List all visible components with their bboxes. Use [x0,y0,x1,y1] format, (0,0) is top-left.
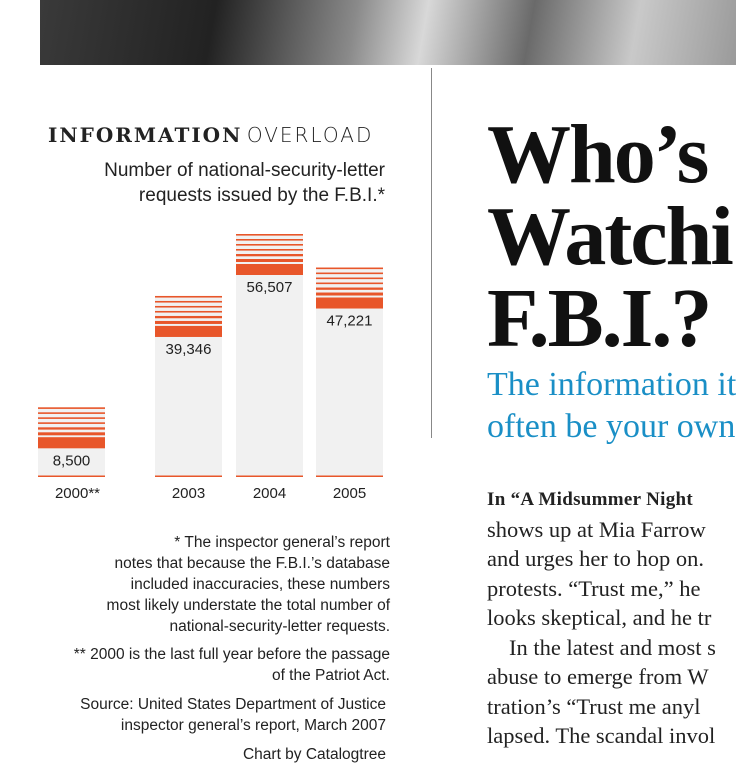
bar-stripe [38,412,105,414]
body-line: and urges her to hop on. [487,546,705,571]
headline-line: Watchi [487,190,734,283]
deck-line: The information it [487,366,736,403]
x-tick-label: 2004 [253,485,286,502]
photo [40,0,736,65]
footnote: * The inspector general’s report notes th… [74,532,390,637]
lead-in: In “A Midsummer Night [487,489,693,510]
x-tick-label: 2003 [172,485,205,502]
deck-line: often be your own [487,408,736,445]
bar-stripe [236,239,303,241]
footnote-line: included inaccuracies, these numbers [130,576,390,593]
bar-stripe [155,305,222,308]
bar-band [316,297,383,309]
footnote-line: inspector general’s report, March 2007 [120,717,386,734]
bar-base [155,475,222,477]
headline-line: F.B.I.? [487,272,712,365]
footnote: Source: United States Department of Just… [74,694,386,736]
bar-stripe [316,272,383,275]
value-label: 47,221 [327,313,373,330]
body-line: lapsed. The scandal invol [487,723,716,748]
bar-band [155,325,222,337]
bar-stripe [316,267,383,270]
bar-stripe [155,315,222,319]
title-bold: INFORMATION [48,123,243,147]
bar-stripe [38,427,105,430]
bar-base [38,475,105,477]
bar-stripe [316,282,383,285]
bar-base [236,475,303,477]
bar-base [316,475,383,477]
headline: Who’s Watchi F.B.I.? [487,108,734,365]
chart-subtitle: Number of national-security-letter reques… [104,158,385,208]
x-tick-label: 2000** [55,485,100,502]
bar-stripe [236,234,303,236]
value-label: 56,507 [247,279,293,296]
bar-stripe [155,320,222,324]
footnote-line: national-security-letter requests. [169,618,390,635]
title-light: OVERLOAD [246,123,374,147]
article-body: In “A Midsummer Night shows up at Mia Far… [487,485,716,751]
footnote-line: Source: United States Department of Just… [80,696,386,713]
bar-stripe [316,277,383,280]
bar-stripe [236,254,303,257]
footnote-line: notes that because the F.B.I.’s database [114,555,390,572]
footnotes: * The inspector general’s report notes th… [74,532,390,773]
bar-band [236,264,303,275]
bar-stripe [38,422,105,424]
body-line: looks skeptical, and he tr [487,605,712,630]
bar-stripe [155,295,222,298]
bar-band [38,437,105,449]
value-label: 39,346 [166,341,212,358]
bar-stripe [236,244,303,246]
subtitle-line: requests issued by the F.B.I.* [138,185,385,206]
subtitle-line: Number of national-security-letter [104,160,385,181]
bar-stripe [38,407,105,409]
chart-title: INFORMATION OVERLOAD [48,123,373,147]
body-line: shows up at Mia Farrow [487,516,706,542]
bar-stripe [316,292,383,296]
footnote-line: ** 2000 is the last full year before the… [73,646,390,663]
bar-stripe [236,249,303,251]
headline-line: Who’s [487,108,709,201]
footnote: ** 2000 is the last full year before the… [74,644,390,686]
bar-stripe [316,287,383,290]
footnote-line: * The inspector general’s report [174,534,390,551]
deck: The information it often be your own [487,364,736,448]
body-line: In the latest and most s [509,634,716,660]
bar-stripe [236,259,303,262]
footnote-line: Chart by Catalogtree [242,746,386,763]
divider [431,68,432,438]
bar-stripe [155,300,222,303]
footnote-line: most likely understate the total number … [106,597,390,614]
bar-stripe [38,417,105,419]
footnote-line: of the Patriot Act. [271,667,390,684]
value-label: 8,500 [53,452,91,469]
x-tick-label: 2005 [333,485,366,502]
body-line: protests. “Trust me,” he [487,575,701,601]
body-line: abuse to emerge from W [487,664,709,689]
bar-stripe [155,310,222,313]
bar-stripe [38,432,105,436]
body-line: tration’s “Trust me anyl [487,693,701,719]
footnote: Chart by Catalogtree [74,744,386,765]
chart: 8,500 2000** 39,346 2003 56,507 2004 47,221 200… [38,234,383,502]
